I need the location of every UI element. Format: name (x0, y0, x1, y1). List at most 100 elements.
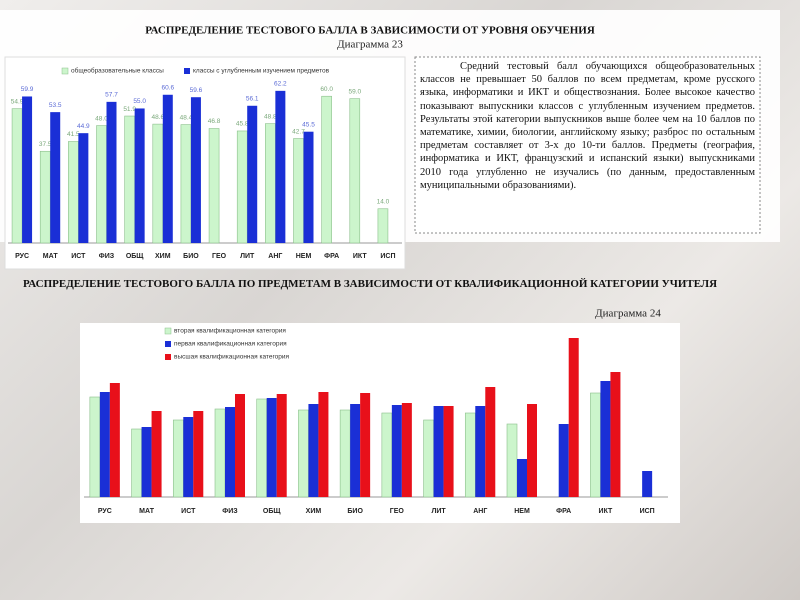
bar (360, 393, 371, 497)
data-label: 59.9 (21, 86, 34, 93)
bar (162, 94, 173, 243)
bar (68, 141, 79, 244)
data-label: 54.9 (11, 98, 24, 105)
legend-swatch (164, 327, 172, 335)
bar (350, 404, 361, 497)
bar (401, 403, 412, 497)
bar (235, 394, 245, 497)
bar (600, 381, 611, 497)
bar (610, 372, 621, 497)
bar (590, 392, 601, 498)
bar (183, 417, 194, 497)
x-tick-label: ИСТ (181, 508, 196, 515)
x-tick-label: МАТ (139, 508, 155, 515)
chart-box (80, 323, 680, 523)
data-label: 48.8 (264, 113, 277, 120)
bar (141, 427, 152, 497)
data-label: 44.9 (77, 123, 90, 130)
legend-label: вторая квалификационная категория (174, 328, 286, 335)
bar (109, 383, 120, 497)
x-tick-label: ИКТ (599, 508, 613, 515)
legend-swatch (184, 68, 190, 74)
bar (134, 108, 145, 243)
bar (276, 394, 287, 497)
bar (568, 338, 579, 497)
data-label: 59.0 (348, 88, 361, 95)
legend-swatch (165, 354, 171, 360)
bar (349, 98, 361, 244)
data-label: 51.9 (123, 106, 136, 113)
x-tick-label: ЛИТ (431, 508, 446, 515)
bar (193, 411, 204, 497)
bar (527, 404, 537, 497)
bar (517, 459, 527, 497)
x-tick-label: БИО (347, 508, 363, 515)
x-tick-label: ФИЗ (99, 253, 115, 260)
data-label: 57.7 (105, 92, 118, 99)
bar (78, 133, 89, 243)
bar (225, 407, 235, 497)
x-tick-label: ЛИТ (240, 253, 255, 260)
bar (124, 115, 135, 244)
x-tick-label: БИО (183, 253, 199, 260)
bar (266, 398, 277, 497)
bar (391, 405, 402, 497)
x-tick-label: ОБЩ (126, 253, 144, 260)
bar (443, 406, 454, 497)
legend-swatch (165, 341, 171, 347)
bar (275, 90, 286, 243)
bar (298, 409, 309, 498)
x-tick-label: ГЕО (390, 508, 405, 515)
x-tick-label: ХИМ (155, 253, 171, 260)
bar (180, 124, 192, 244)
bar (339, 409, 351, 498)
bar (214, 408, 226, 498)
data-label: 56.1 (246, 95, 259, 102)
bar (303, 131, 314, 243)
data-label: 45.5 (302, 121, 315, 128)
x-tick-label: ИКТ (353, 253, 367, 260)
bar (106, 101, 117, 243)
bar (485, 387, 496, 497)
chart-title-wrap: РАСПРЕДЕЛЕНИЕ ТЕСТОВОГО БАЛЛА ПО ПРЕДМЕТ… (23, 278, 717, 290)
legend-label: общеобразовательные классы (71, 67, 164, 75)
bar (642, 471, 653, 497)
note-text: Средний тестовый балл обучающихся общеоб… (420, 61, 755, 191)
legend-label: первая квалификационная категория (174, 341, 287, 348)
bar (89, 396, 101, 498)
x-tick-label: ХИМ (306, 508, 322, 515)
chart-subtitle: Диаграмма 24 (595, 308, 661, 320)
bar (208, 128, 220, 244)
x-tick-label: ИСТ (71, 253, 86, 260)
bar (22, 96, 33, 243)
bar (293, 138, 304, 244)
x-tick-label: НЕМ (296, 253, 312, 260)
x-tick-label: ИСП (380, 253, 395, 260)
data-label: 59.6 (190, 87, 203, 94)
bar (172, 419, 184, 498)
bar (318, 392, 329, 497)
x-tick-label: ФРА (324, 253, 339, 260)
bar (265, 123, 276, 244)
x-tick-label: ГЕО (212, 253, 227, 260)
bar (423, 419, 434, 498)
chart-title: РАСПРЕДЕЛЕНИЕ ТЕСТОВОГО БАЛЛА В ЗАВИСИМО… (145, 25, 595, 37)
bar (558, 424, 569, 497)
bar (377, 208, 389, 244)
data-label: 46.8 (208, 118, 221, 125)
bar (433, 406, 444, 497)
data-label: 48.6 (151, 114, 164, 121)
data-label: 41.5 (67, 131, 80, 138)
bar (131, 428, 142, 498)
bar (236, 130, 248, 244)
data-label: 60.0 (320, 86, 333, 93)
x-tick-label: МАТ (43, 253, 59, 260)
data-label: 42.7 (292, 128, 305, 135)
x-tick-label: НЕМ (514, 508, 530, 515)
bar (464, 412, 476, 498)
bar (11, 108, 23, 244)
legend-label: высшая квалификационная категория (174, 354, 290, 361)
bar (506, 423, 518, 498)
data-label: 60.6 (161, 84, 174, 91)
